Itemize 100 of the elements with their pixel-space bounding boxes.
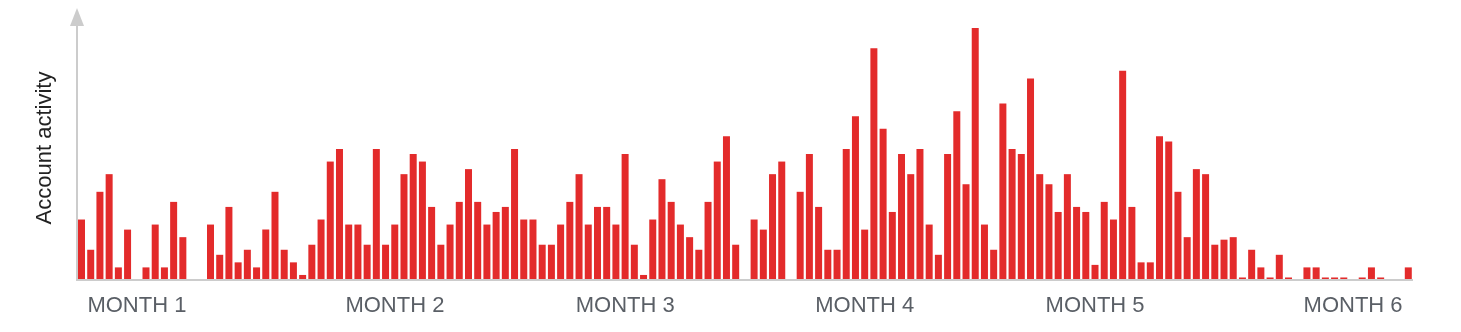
- bar: [409, 154, 417, 280]
- bar: [547, 244, 555, 280]
- bar: [916, 148, 924, 280]
- bar: [980, 224, 988, 280]
- bar: [575, 174, 583, 280]
- bar: [851, 116, 859, 280]
- bar: [630, 244, 638, 280]
- bar: [1036, 174, 1044, 280]
- bar: [888, 211, 896, 280]
- bar: [308, 244, 316, 280]
- x-tick-label: MONTH 3: [575, 291, 675, 317]
- bar: [124, 229, 132, 280]
- bar: [1257, 267, 1265, 280]
- bar: [253, 267, 261, 280]
- bar: [105, 174, 113, 280]
- bar: [1008, 148, 1016, 280]
- bar: [160, 267, 168, 280]
- bar: [1404, 267, 1412, 280]
- bar: [262, 229, 270, 280]
- bar: [529, 219, 537, 280]
- bar: [289, 262, 297, 280]
- bar: [557, 224, 565, 280]
- bar: [151, 224, 159, 280]
- bar: [179, 237, 187, 280]
- bar: [1165, 141, 1173, 280]
- bar: [520, 219, 528, 280]
- bar: [944, 154, 952, 280]
- bar: [1229, 237, 1237, 280]
- bar: [483, 224, 491, 280]
- bar: [805, 154, 813, 280]
- bar: [317, 219, 325, 280]
- bar: [732, 244, 740, 280]
- bar: [170, 201, 178, 280]
- bar: [593, 206, 601, 280]
- bar: [1156, 136, 1164, 280]
- bar: [78, 219, 85, 280]
- bar: [511, 148, 519, 280]
- bar: [1312, 267, 1320, 280]
- bar: [1119, 70, 1127, 280]
- bar: [962, 184, 970, 280]
- bar: [713, 161, 721, 280]
- bar: [824, 249, 832, 280]
- bar: [1192, 169, 1200, 280]
- bar: [953, 111, 961, 280]
- bar: [464, 169, 472, 280]
- bar: [87, 249, 95, 280]
- bar: [722, 136, 730, 280]
- y-axis-title: Account activity: [31, 71, 57, 225]
- bar: [1174, 191, 1182, 280]
- bar: [382, 244, 390, 280]
- bar: [778, 161, 786, 280]
- bar: [372, 148, 380, 280]
- bar: [1128, 206, 1136, 280]
- bar: [990, 249, 998, 280]
- bar: [861, 229, 869, 280]
- bar: [695, 249, 703, 280]
- bar: [474, 201, 482, 280]
- bar: [612, 224, 620, 280]
- bar: [566, 201, 574, 280]
- bar: [833, 249, 841, 280]
- bar: [345, 224, 353, 280]
- bar: [676, 224, 684, 280]
- bar: [400, 174, 408, 280]
- bar: [934, 254, 942, 280]
- bar: [870, 48, 878, 280]
- x-tick-label: MONTH 6: [1303, 291, 1403, 317]
- bar: [1063, 174, 1071, 280]
- bar: [649, 219, 657, 280]
- bar: [842, 148, 850, 280]
- bar: [437, 244, 445, 280]
- bar: [603, 206, 611, 280]
- bar: [704, 201, 712, 280]
- bar: [1248, 249, 1256, 280]
- bar: [234, 262, 242, 280]
- bar: [1367, 267, 1375, 280]
- bar: [354, 224, 362, 280]
- bar: [538, 244, 546, 280]
- bar: [686, 237, 694, 280]
- bar: [225, 206, 233, 280]
- bar: [363, 244, 371, 280]
- bar: [243, 249, 251, 280]
- bar: [1303, 267, 1311, 280]
- bar: [1275, 254, 1283, 280]
- bar: [759, 229, 767, 280]
- bar: [216, 254, 224, 280]
- bar: [335, 148, 343, 280]
- bar: [769, 174, 777, 280]
- bar: [971, 28, 979, 280]
- bar: [584, 224, 592, 280]
- bar: [1073, 206, 1081, 280]
- bar: [796, 191, 804, 280]
- bar: [1137, 262, 1145, 280]
- bar: [658, 179, 666, 280]
- bar: [1146, 262, 1154, 280]
- bar: [492, 211, 500, 280]
- bar: [898, 154, 906, 280]
- bar: [142, 267, 150, 280]
- bar: [1091, 264, 1099, 280]
- bar: [667, 201, 675, 280]
- bar: [1082, 211, 1090, 280]
